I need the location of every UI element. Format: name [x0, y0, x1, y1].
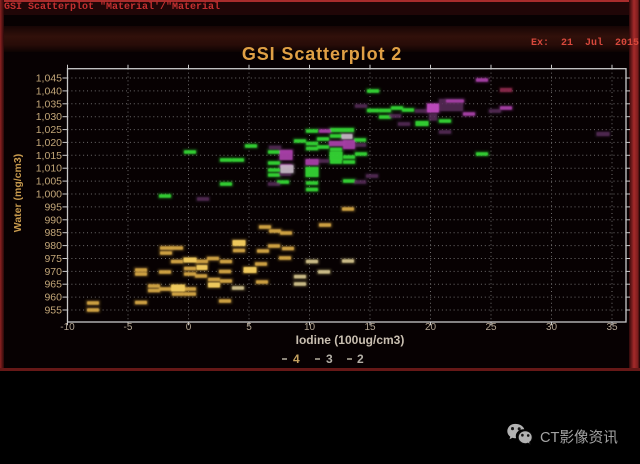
svg-text:1,000: 1,000: [36, 189, 62, 201]
svg-text:1,015: 1,015: [36, 150, 62, 162]
svg-text:970: 970: [44, 266, 62, 278]
svg-text:990: 990: [44, 214, 62, 226]
svg-text:25: 25: [485, 322, 497, 333]
svg-text:5: 5: [246, 322, 252, 333]
svg-text:3: 3: [326, 352, 333, 366]
svg-text:1,045: 1,045: [36, 73, 62, 85]
svg-text:960: 960: [44, 292, 62, 304]
svg-text:0: 0: [186, 322, 192, 333]
svg-text:1,005: 1,005: [36, 176, 62, 188]
svg-text:30: 30: [546, 322, 558, 333]
svg-text:CT影像资讯: CT影像资讯: [540, 429, 618, 446]
svg-text:15: 15: [364, 322, 376, 333]
svg-text:Water (mg/cm3): Water (mg/cm3): [12, 154, 24, 232]
svg-text:975: 975: [44, 253, 62, 265]
svg-text:980: 980: [44, 240, 62, 252]
svg-text:20: 20: [425, 322, 437, 333]
svg-text:10: 10: [304, 322, 316, 333]
svg-text:-10: -10: [60, 322, 75, 333]
svg-text:1,025: 1,025: [36, 124, 62, 136]
svg-text:35: 35: [606, 322, 618, 333]
svg-text:965: 965: [44, 279, 62, 291]
svg-text:1,020: 1,020: [36, 137, 62, 149]
svg-text:1,035: 1,035: [36, 98, 62, 110]
svg-text:4: 4: [293, 352, 300, 366]
svg-text:995: 995: [44, 201, 62, 213]
svg-text:955: 955: [44, 305, 62, 317]
svg-text:1,010: 1,010: [36, 163, 62, 175]
svg-text:985: 985: [44, 227, 62, 239]
svg-text:1,030: 1,030: [36, 111, 62, 123]
svg-text:Iodine (100ug/cm3): Iodine (100ug/cm3): [296, 333, 405, 347]
svg-text:1,040: 1,040: [36, 85, 62, 97]
svg-text:-5: -5: [124, 322, 133, 333]
svg-text:2: 2: [357, 352, 364, 366]
